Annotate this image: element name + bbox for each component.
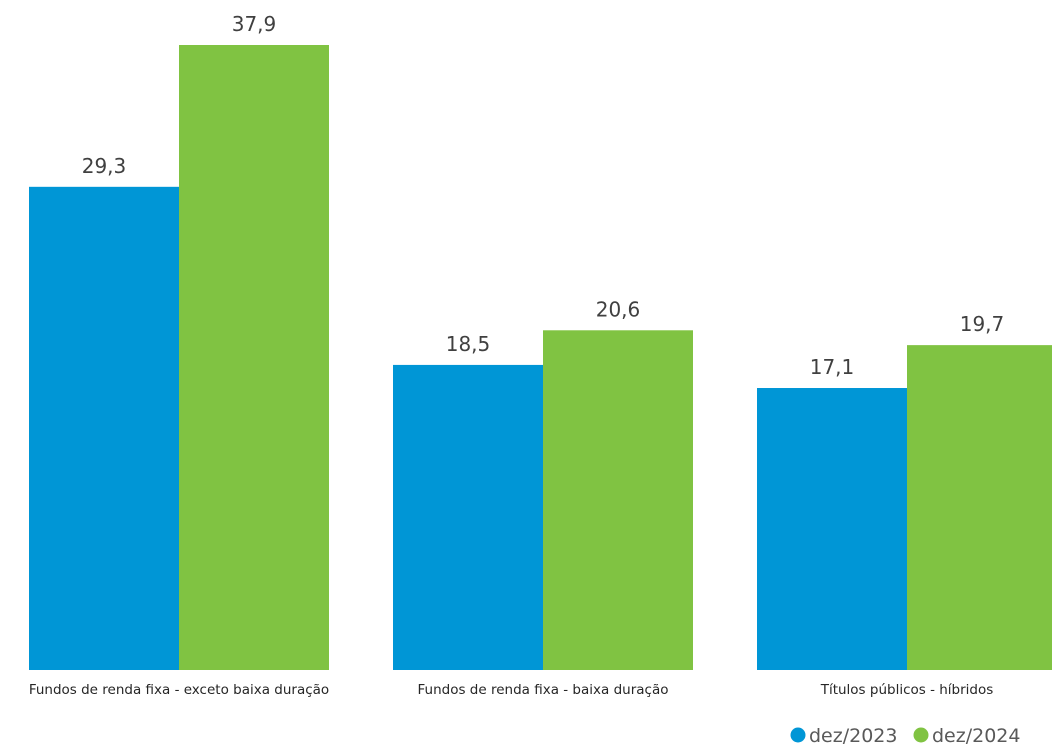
legend-label-dez2023: dez/2023: [809, 725, 897, 745]
value-label-dez2023-cat1: 18,5: [446, 332, 491, 356]
value-label-dez2024-cat1: 20,6: [596, 297, 641, 321]
bars-group: [29, 45, 1052, 670]
bar-dez2024-cat1: [543, 330, 693, 670]
bar-dez2024-cat0: [179, 45, 329, 670]
value-label-dez2023-cat0: 29,3: [82, 154, 127, 178]
bar-dez2023-cat2: [757, 388, 907, 670]
bar-dez2023-cat1: [393, 364, 543, 670]
bar-dez2024-cat2: [907, 345, 1052, 670]
category-labels-group: Fundos de renda fixa - exceto baixa dura…: [29, 682, 993, 698]
category-label-2: Títulos públicos - híbridos: [820, 682, 994, 698]
legend-marker-dez2023: [790, 727, 806, 743]
legend-label-dez2024: dez/2024: [932, 725, 1020, 745]
value-label-dez2024-cat2: 19,7: [960, 312, 1005, 336]
value-labels-group: 29,3 37,9 18,5 20,6 17,1 19,7: [82, 12, 1005, 379]
value-label-dez2024-cat0: 37,9: [232, 12, 277, 36]
category-label-0: Fundos de renda fixa - exceto baixa dura…: [29, 682, 329, 698]
category-label-1: Fundos de renda fixa - baixa duração: [418, 682, 669, 698]
legend-marker-dez2024: [913, 727, 929, 743]
bar-dez2023-cat0: [29, 186, 179, 670]
value-label-dez2023-cat2: 17,1: [810, 355, 855, 379]
legend: dez/2023 dez/2024: [790, 725, 1020, 745]
